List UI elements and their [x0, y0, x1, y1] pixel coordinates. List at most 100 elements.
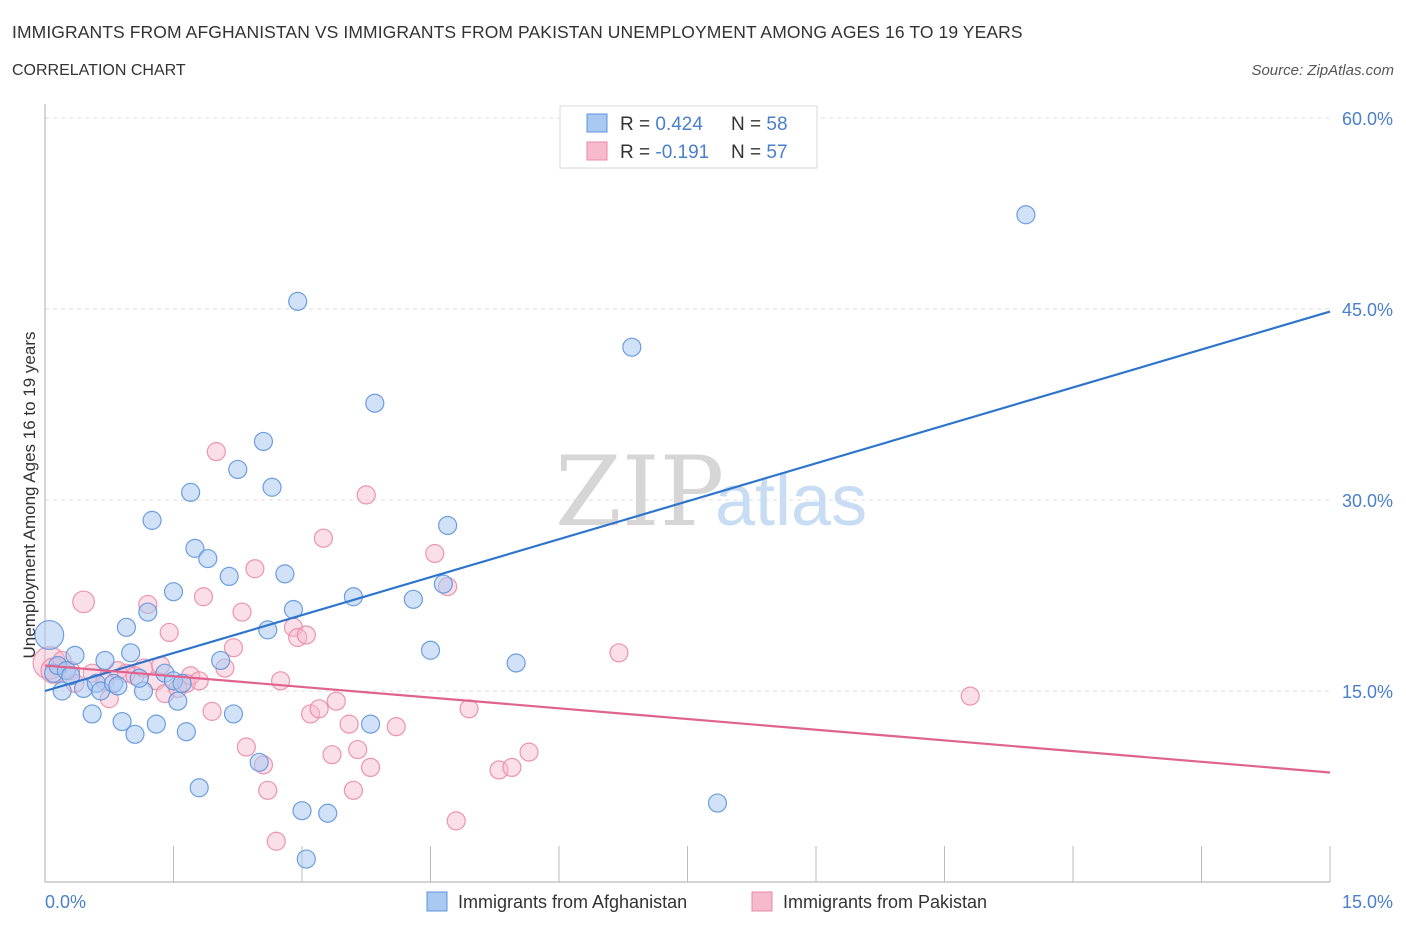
pakistan-trend-line	[44, 664, 1331, 774]
trend-lines	[44, 310, 1331, 774]
stats-row-pakistan: R = -0.191	[620, 142, 709, 163]
afghanistan-point	[292, 801, 312, 821]
afghanistan-point	[249, 752, 269, 772]
afghanistan-point	[125, 724, 145, 744]
tick-labels: 15.0% 30.0% 45.0% 60.0% 0.0% 15.0%	[45, 109, 1393, 912]
pakistan-point	[519, 742, 539, 762]
pakistan-point	[223, 638, 244, 658]
watermark-zip: ZIP	[555, 436, 724, 548]
afghanistan-point	[146, 714, 166, 734]
pakistan-point	[360, 757, 381, 778]
pakistan-point	[206, 442, 226, 462]
afghanistan-point	[420, 640, 441, 660]
pakistan-point	[258, 780, 278, 800]
afghanistan-point	[288, 291, 308, 311]
afghanistan-point	[360, 714, 381, 734]
stats-legend: R = 0.424 N = 58 R = -0.191 N = 57	[559, 105, 818, 169]
pakistan-point	[339, 714, 359, 734]
n-value: 58	[766, 114, 787, 135]
afghanistan-point	[296, 849, 316, 869]
afghanistan-point	[112, 711, 132, 732]
afghanistan-point	[438, 515, 458, 536]
pakistan-point	[236, 737, 256, 757]
pakistan-point	[348, 739, 368, 760]
pakistan-point	[425, 543, 445, 564]
afghanistan-point	[138, 602, 158, 622]
afghanistan-point	[198, 548, 218, 569]
chart-subtitle: CORRELATION CHART	[12, 62, 186, 79]
afghanistan-point	[185, 538, 205, 558]
pakistan-point	[313, 528, 334, 548]
stats-swatch-afghanistan	[586, 113, 608, 133]
legend-swatch-afghanistan	[426, 891, 448, 912]
stats-row-afghanistan: R = 0.424	[620, 114, 703, 135]
y-tick-label: 15.0%	[1342, 682, 1393, 702]
source-label: Source: ZipAtlas.com	[1251, 62, 1394, 79]
pakistan-point	[72, 590, 95, 614]
afghanistan-point	[95, 650, 115, 671]
afghanistan-trend-line	[44, 310, 1331, 693]
afghanistan-point	[108, 676, 128, 696]
legend-label-pakistan: Immigrants from Pakistan	[783, 892, 987, 912]
pakistan-point	[960, 686, 980, 706]
afghanistan-point	[211, 650, 231, 671]
r-label: R =	[620, 142, 655, 163]
pakistan-point	[159, 622, 179, 643]
afghanistan-point	[82, 704, 102, 724]
pakistan-point	[296, 625, 316, 645]
pakistan-point	[193, 587, 214, 607]
legend-swatch-pakistan	[751, 891, 773, 912]
axes	[44, 104, 1331, 883]
r-label: R =	[620, 114, 655, 135]
watermark: ZIP atlas	[555, 436, 867, 548]
afghanistan-point	[622, 337, 642, 357]
pakistan-point	[343, 780, 363, 800]
stats-row-pakistan-n: N = 57	[731, 142, 788, 163]
x-tick-label: 15.0%	[1342, 892, 1393, 912]
afghanistan-point	[172, 673, 192, 693]
pakistan-point	[446, 811, 466, 831]
pakistan-point	[609, 643, 629, 663]
afghanistan-point	[707, 793, 728, 813]
stats-swatch-pakistan	[586, 141, 608, 161]
afghanistan-point	[262, 477, 282, 497]
afghanistan-point	[506, 653, 526, 673]
afghanistan-point	[223, 704, 244, 724]
n-label: N =	[731, 114, 766, 135]
y-tick-label: 30.0%	[1342, 491, 1393, 511]
x-tick-label: 0.0%	[45, 892, 86, 912]
y-tick-label: 60.0%	[1342, 109, 1393, 129]
chart-title: IMMIGRANTS FROM AFGHANISTAN VS IMMIGRANT…	[12, 22, 1023, 42]
afghanistan-points	[34, 205, 1036, 869]
pakistan-point	[502, 757, 522, 778]
afghanistan-point	[343, 587, 363, 607]
afghanistan-point	[181, 482, 201, 502]
pakistan-point	[386, 717, 406, 737]
stats-row-afghanistan-n: N = 58	[731, 114, 788, 135]
pakistan-point	[459, 699, 479, 719]
afghanistan-point	[275, 564, 295, 584]
pakistan-point	[232, 602, 252, 622]
afghanistan-point	[318, 803, 338, 823]
legend-label-afghanistan: Immigrants from Afghanistan	[458, 892, 687, 912]
pakistan-point	[356, 485, 376, 505]
afghanistan-point	[34, 619, 65, 650]
afghanistan-point	[433, 574, 453, 594]
afghanistan-point	[258, 620, 278, 640]
afghanistan-point	[121, 643, 141, 663]
pakistan-point	[309, 699, 329, 719]
y-axis-label: Unemployment Among Ages 16 to 19 years	[20, 332, 39, 659]
afghanistan-point	[168, 691, 188, 711]
afghanistan-point	[176, 722, 196, 742]
afghanistan-point	[189, 778, 209, 798]
afghanistan-point	[228, 459, 248, 480]
series-legend: Immigrants from Afghanistan Immigrants f…	[426, 891, 987, 912]
pakistan-point	[270, 671, 291, 691]
n-value: 57	[766, 142, 787, 163]
pakistan-point	[322, 745, 342, 765]
afghanistan-point	[253, 431, 274, 452]
afghanistan-point	[163, 582, 184, 602]
afghanistan-point	[365, 393, 385, 413]
r-value: 0.424	[655, 114, 703, 135]
